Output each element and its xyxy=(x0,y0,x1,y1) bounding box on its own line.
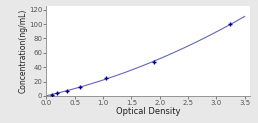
X-axis label: Optical Density: Optical Density xyxy=(116,108,181,116)
Y-axis label: Concentration(ng/mL): Concentration(ng/mL) xyxy=(18,9,27,93)
